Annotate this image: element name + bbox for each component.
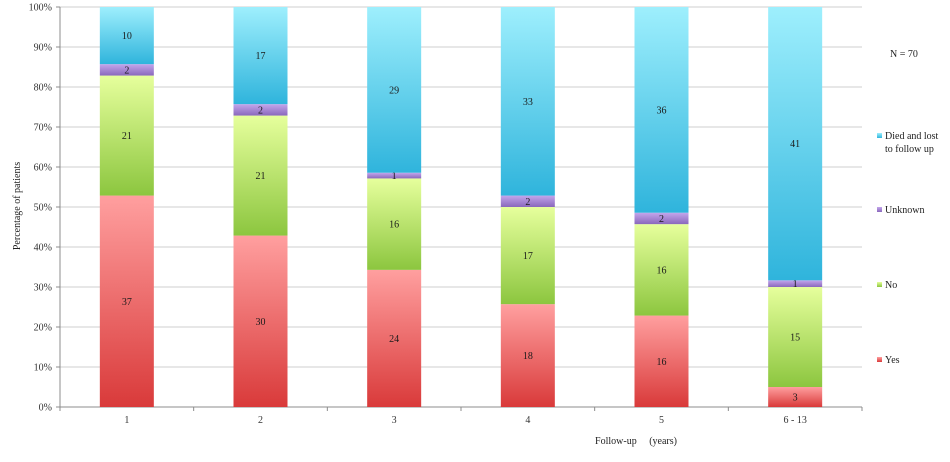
data-label: 29 — [389, 85, 399, 96]
legend-label: Died and lost to follow up — [885, 131, 939, 155]
data-label: 10 — [122, 31, 132, 42]
sample-size-annotation: N = 70 — [890, 49, 918, 60]
y-tick-label: 20% — [34, 323, 52, 334]
legend: Died and lost to follow up Unknown No Yes — [877, 131, 939, 366]
x-tick-label: 2 — [258, 415, 263, 426]
bar-group-2: 30 21 2 17 — [233, 7, 288, 407]
bar-segment-yes — [233, 235, 288, 407]
y-tick-label: 40% — [34, 243, 52, 254]
bar-group-3: 24 16 1 29 — [367, 7, 422, 407]
y-tick-label: 90% — [34, 43, 52, 54]
data-label: 1 — [392, 171, 397, 182]
data-label: 36 — [657, 105, 667, 116]
x-tick-label: 6 - 13 — [783, 415, 806, 426]
bar-segment-died-and-lost-to-follow-up — [768, 7, 823, 281]
x-tick-label: 4 — [525, 415, 530, 426]
y-tick-label: 80% — [34, 83, 52, 94]
x-axis-title: Follow-up (years) — [595, 436, 677, 447]
data-label: 21 — [256, 171, 266, 182]
y-tick-label: 100% — [29, 3, 52, 14]
bar-segment-unknown — [768, 280, 823, 287]
bar-group-1: 37 21 2 10 — [99, 7, 154, 407]
bar-segment-no — [768, 287, 823, 387]
bar-group-6-13: 3 15 1 41 — [768, 7, 823, 407]
bar-segment-no — [634, 224, 689, 316]
bar-segment-died-and-lost-to-follow-up — [233, 7, 288, 105]
legend-swatch — [877, 282, 882, 287]
bar-group-5: 16 16 2 36 — [634, 7, 689, 407]
bar-segment-yes — [99, 195, 154, 407]
x-tick-label: 3 — [392, 415, 397, 426]
data-label: 2 — [659, 214, 664, 225]
legend-swatch — [877, 207, 882, 212]
bar-segment-died-and-lost-to-follow-up — [99, 7, 154, 65]
legend-swatch — [877, 133, 882, 138]
y-tick-label: 60% — [34, 163, 52, 174]
data-label: 30 — [256, 317, 266, 328]
data-label: 16 — [389, 220, 399, 231]
y-tick-label: 0% — [39, 403, 52, 414]
legend-item-no: No — [877, 280, 897, 291]
bar-segment-yes — [500, 304, 555, 407]
bar-segment-yes — [634, 315, 689, 407]
bar-segment-died-and-lost-to-follow-up — [367, 7, 422, 173]
legend-label: Yes — [885, 355, 900, 366]
y-axis-ticks: 0% 10% 20% 30% 40% 50% 60% 70% 80% 90% 100% — [29, 3, 52, 414]
data-label: 17 — [256, 51, 266, 62]
y-tick-label: 50% — [34, 203, 52, 214]
data-label: 41 — [790, 139, 800, 150]
data-label: 18 — [523, 351, 533, 362]
bar-segment-unknown — [634, 212, 689, 225]
y-axis-title: Percentage of patients — [12, 162, 23, 250]
x-tick-label: 1 — [124, 415, 129, 426]
data-label: 37 — [122, 297, 132, 308]
legend-swatch — [877, 357, 882, 362]
data-label: 3 — [793, 393, 798, 404]
data-label: 2 — [258, 105, 263, 116]
legend-item-unknown: Unknown — [877, 205, 924, 216]
bar-segment-died-and-lost-to-follow-up — [634, 7, 689, 213]
bar-segment-unknown — [500, 195, 555, 207]
data-label: 16 — [657, 265, 667, 276]
bar-segment-yes — [367, 269, 422, 407]
y-tick-label: 70% — [34, 123, 52, 134]
bar-segment-no — [500, 207, 555, 305]
data-label: 15 — [790, 333, 800, 344]
bar-segment-unknown — [99, 64, 154, 76]
data-label: 16 — [657, 357, 667, 368]
bars: 37 21 2 10 30 21 2 17 24 16 1 29 18 17 2 33 16 16 2 36 3 15 1 4… — [99, 7, 823, 407]
data-label: 24 — [389, 334, 399, 345]
bar-group-4: 18 17 2 33 — [500, 7, 555, 407]
x-tick-label: 5 — [659, 415, 664, 426]
legend-label: No — [885, 280, 897, 291]
data-label: 1 — [793, 279, 798, 290]
data-label: 21 — [122, 131, 132, 142]
y-tick-label: 10% — [34, 363, 52, 374]
legend-item-yes: Yes — [877, 355, 900, 366]
bar-segment-unknown — [233, 104, 288, 116]
gridlines — [56, 6, 862, 408]
data-label: 33 — [523, 97, 533, 108]
y-tick-label: 30% — [34, 283, 52, 294]
bar-segment-no — [367, 178, 422, 270]
legend-label: Unknown — [885, 205, 924, 216]
bar-segment-unknown — [367, 172, 422, 179]
bar-segment-no — [99, 75, 154, 196]
data-label: 17 — [523, 251, 533, 262]
data-label: 2 — [525, 197, 530, 208]
bar-segment-died-and-lost-to-follow-up — [500, 7, 555, 196]
bar-segment-no — [233, 115, 288, 236]
bar-segment-yes — [768, 387, 823, 407]
data-label: 2 — [124, 65, 129, 76]
legend-item-died-and-lost-to-follow-up: Died and lost to follow up — [877, 131, 939, 155]
x-axis-ticks: 1 2 3 4 5 6 - 13 — [59, 407, 863, 426]
